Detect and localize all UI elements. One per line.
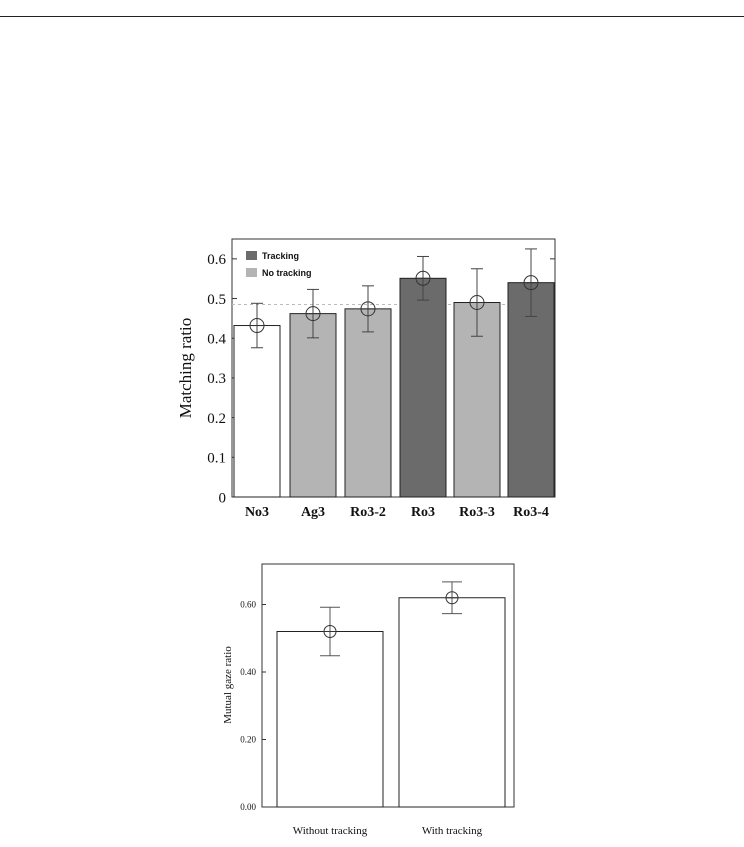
bar-ro3-2 bbox=[344, 308, 392, 498]
x-category-label: Ro3-3 bbox=[459, 505, 495, 520]
x-category-label: Ro3 bbox=[411, 505, 435, 520]
chart1-y-axis-label: Matching ratio bbox=[176, 318, 195, 419]
y-tick-label: 0.3 bbox=[207, 371, 226, 387]
chart1-plot-frame bbox=[231, 238, 556, 498]
x-category-label: Without tracking bbox=[293, 825, 368, 837]
legend-label-tracking: Tracking bbox=[262, 251, 299, 261]
chart2-plot-frame bbox=[261, 563, 515, 808]
x-category-label: No3 bbox=[245, 505, 269, 520]
x-category-label: With tracking bbox=[422, 825, 483, 837]
mutual-gaze-chart: 0.00 0.20 0.40 0.60 Without tracking With tr… bbox=[222, 563, 515, 837]
bar-without-tracking bbox=[276, 631, 384, 808]
y-tick-label: 0.4 bbox=[207, 331, 226, 347]
x-category-label: Ag3 bbox=[301, 505, 325, 520]
legend-swatch-tracking bbox=[246, 251, 257, 260]
page-top-rule bbox=[0, 16, 744, 17]
y-tick-label: 0.60 bbox=[240, 600, 256, 610]
legend-label-no-tracking: No tracking bbox=[262, 268, 312, 278]
matching-ratio-chart: 0 0.1 0.2 0.3 0.4 0.5 0.6 No3 Ag3 Ro3-2 Ro3 Ro3-3 R… bbox=[176, 238, 556, 520]
bar-with-tracking bbox=[398, 597, 506, 808]
y-tick-label: 0.2 bbox=[207, 411, 226, 427]
y-tick-label: 0.6 bbox=[207, 252, 226, 268]
bar-ag3 bbox=[289, 313, 337, 498]
chart2-y-axis-label: Mutual gaze ratio bbox=[222, 646, 234, 724]
legend-swatch-no-tracking bbox=[246, 268, 257, 277]
x-category-label: Ro3-4 bbox=[513, 505, 549, 520]
y-tick-label: 0.20 bbox=[240, 735, 256, 745]
chart1-legend: Tracking No tracking bbox=[246, 251, 312, 278]
x-category-label: Ro3-2 bbox=[350, 505, 386, 520]
bar-no3 bbox=[233, 325, 281, 498]
y-tick-label: 0.00 bbox=[240, 802, 256, 812]
y-tick-label: 0.40 bbox=[240, 667, 256, 677]
y-tick-label: 0 bbox=[219, 490, 227, 506]
bar-ro3 bbox=[399, 277, 447, 498]
y-tick-label: 0.1 bbox=[207, 451, 226, 467]
y-tick-label: 0.5 bbox=[207, 292, 226, 308]
